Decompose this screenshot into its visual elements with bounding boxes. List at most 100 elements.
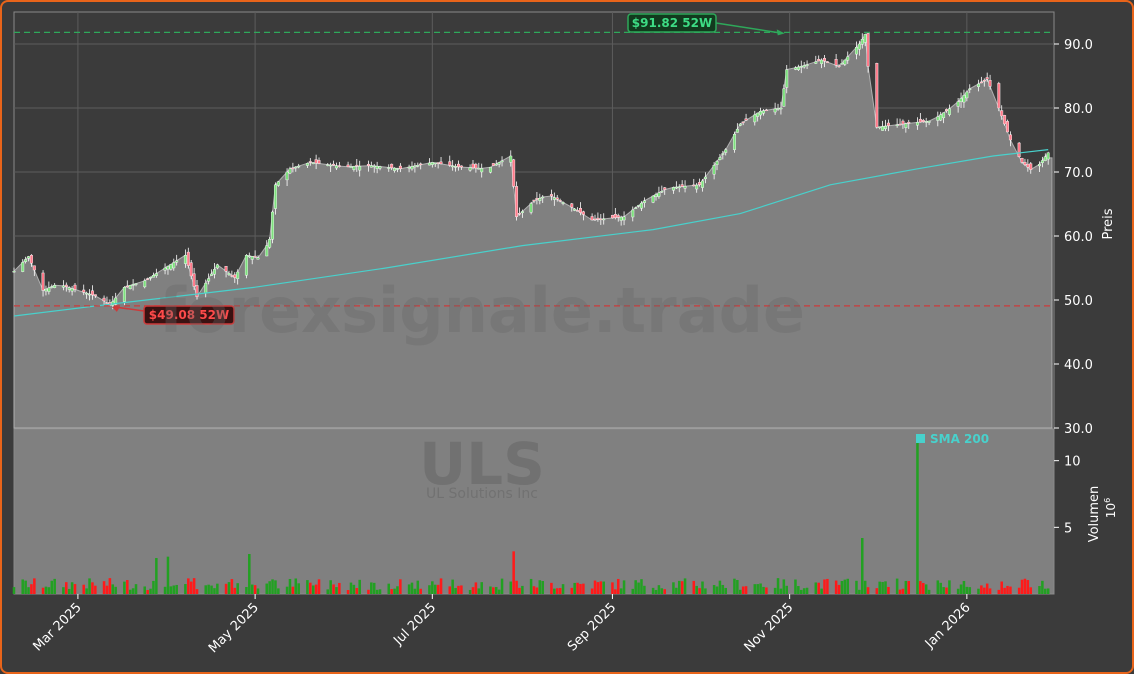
candle-down [192, 273, 196, 287]
volume-bar-up [855, 580, 858, 594]
candle-up [779, 107, 783, 110]
date-tick-label: May 2025 [206, 600, 262, 656]
volume-bar-up [619, 588, 623, 594]
candle-up [776, 108, 780, 110]
volume-bar-up [166, 556, 170, 594]
volume-bar-up [640, 579, 643, 594]
candle-up [433, 162, 437, 165]
candle-down [1029, 163, 1033, 170]
candle-up [477, 168, 481, 170]
volume-bar-up [779, 588, 783, 594]
volume-bar-up [184, 584, 187, 594]
candle-up [860, 39, 864, 45]
volume-bar-up [489, 586, 492, 594]
volume-bar-down [355, 587, 359, 594]
volume-bar-down [985, 583, 989, 594]
volume-bar-down [698, 588, 701, 594]
candle-up [265, 245, 269, 257]
candle-down [898, 123, 902, 126]
candle-down [1020, 158, 1024, 163]
candle-up [712, 165, 716, 175]
candle-up [683, 186, 687, 189]
candle-up [151, 275, 155, 278]
candle-up [753, 114, 757, 123]
volume-bar-down [579, 583, 582, 594]
volume-bar-up [759, 583, 762, 594]
candle-up [732, 134, 736, 150]
volume-bar-up [245, 586, 248, 594]
volume-bar-down [192, 578, 196, 594]
candle-up [965, 91, 969, 99]
volume-bar-up [553, 588, 556, 594]
candle-down [825, 61, 829, 63]
candle-up [244, 254, 248, 276]
volume-bar-up [335, 587, 338, 594]
volume-bar-up [85, 588, 88, 594]
candle-down [1017, 142, 1021, 158]
volume-bar-down [492, 587, 495, 594]
volume-bar-down [1017, 587, 1021, 594]
candle-up [288, 168, 292, 174]
volume-bar-down [419, 588, 422, 594]
volume-bar-down [1029, 587, 1033, 594]
candle-up [541, 196, 545, 199]
candle-up [939, 114, 943, 121]
volume-bar-down [532, 586, 536, 594]
candle-up [27, 256, 30, 259]
volume-bar-down [983, 587, 986, 594]
volume-bar-down [291, 586, 295, 594]
volume-bar-down [515, 580, 518, 594]
candle-down [474, 164, 478, 169]
volume-bar-down [887, 586, 890, 594]
volume-bar-up [695, 585, 698, 594]
candle-up [843, 59, 847, 65]
volume-bar-up [878, 581, 881, 594]
price-tick-label: 40.0 [1064, 358, 1093, 373]
candle-down [596, 217, 600, 220]
volume-bar-up [622, 580, 626, 594]
candle-up [85, 292, 89, 295]
candle-down [291, 167, 295, 170]
volume-bar-down [550, 582, 553, 594]
volume-bar-up [311, 585, 315, 594]
volume-bar-up [785, 585, 789, 594]
candle-down [105, 302, 109, 304]
volume-bar-up [53, 578, 56, 594]
candle-down [581, 211, 585, 215]
candle-up [413, 165, 417, 168]
candle-down [744, 118, 748, 121]
candle-down [616, 215, 620, 218]
candle-up [814, 61, 818, 64]
candle-up [395, 168, 399, 170]
candle-up [256, 257, 260, 260]
volume-bar-up [326, 589, 330, 594]
date-tick-label: Mar 2025 [30, 600, 84, 654]
volume-bar-up [794, 579, 797, 594]
volume-bar-up [274, 580, 277, 594]
volume-bar-up [250, 584, 254, 594]
candle-up [430, 162, 434, 165]
volume-bar-down [309, 582, 312, 594]
volume-bar-up [134, 584, 138, 594]
volume-bar-up [651, 587, 655, 594]
candle-down [1000, 110, 1004, 117]
candle-down [189, 262, 193, 277]
volume-bar-up [375, 589, 379, 594]
candle-up [660, 190, 664, 193]
candle-up [166, 265, 170, 270]
price-axis-label: Preis [1101, 208, 1116, 239]
candle-up [12, 271, 16, 273]
volume-bar-up [468, 589, 472, 594]
volume-bar-up [297, 583, 300, 594]
volume-bar-up [977, 588, 980, 594]
candle-up [24, 259, 28, 262]
volume-bar-up [762, 586, 765, 594]
candle-up [573, 208, 577, 211]
candle-up [451, 165, 455, 168]
volume-bar-up [152, 580, 155, 594]
volume-bar-down [439, 578, 443, 594]
candle-up [480, 168, 484, 173]
candle-down [875, 63, 879, 128]
candle-up [561, 202, 565, 204]
candle-up [927, 120, 931, 123]
